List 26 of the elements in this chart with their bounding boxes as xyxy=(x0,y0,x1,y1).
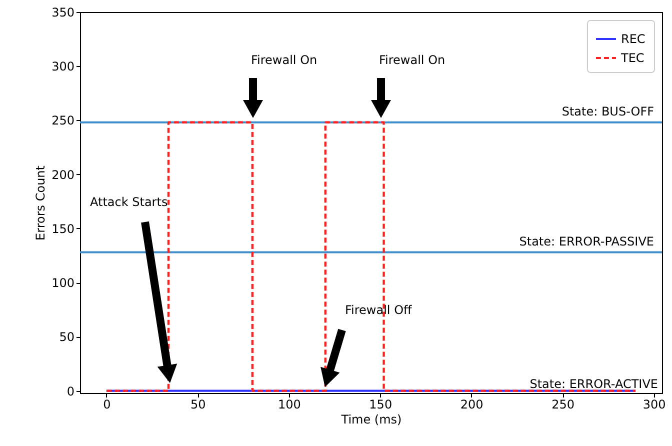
annotation: Firewall On xyxy=(379,53,446,67)
x-axis-title: Time (ms) xyxy=(340,412,402,426)
annotation: Attack Starts xyxy=(90,195,168,209)
y-tick-label: 150 xyxy=(52,222,74,236)
x-tick-label: 100 xyxy=(278,398,301,412)
y-tick-label: 200 xyxy=(52,168,74,182)
y-tick-label: 50 xyxy=(59,330,74,344)
x-tick-label: 150 xyxy=(369,398,392,412)
y-tick-label: 100 xyxy=(52,276,74,290)
x-tick-label: 0 xyxy=(103,398,111,412)
ref-line-label: State: BUS-OFF xyxy=(562,104,654,118)
x-tick-label: 300 xyxy=(642,398,666,412)
y-tick-label: 350 xyxy=(52,6,74,20)
annotation: Firewall Off xyxy=(345,303,413,317)
y-axis-title: Errors Count xyxy=(34,165,48,240)
annotation: Firewall On xyxy=(251,53,318,67)
ref-line-label: State: ERROR-PASSIVE xyxy=(519,234,654,248)
y-tick-label: 300 xyxy=(52,60,74,74)
legend-label: TEC xyxy=(620,51,644,65)
annotation: State: ERROR-ACTIVE xyxy=(530,377,658,391)
y-tick-label: 250 xyxy=(52,114,74,128)
x-tick-label: 200 xyxy=(460,398,484,412)
y-tick-label: 0 xyxy=(66,384,74,398)
x-tick-label: 250 xyxy=(552,398,575,412)
legend-label: REC xyxy=(621,32,646,46)
x-tick-label: 50 xyxy=(190,398,206,412)
